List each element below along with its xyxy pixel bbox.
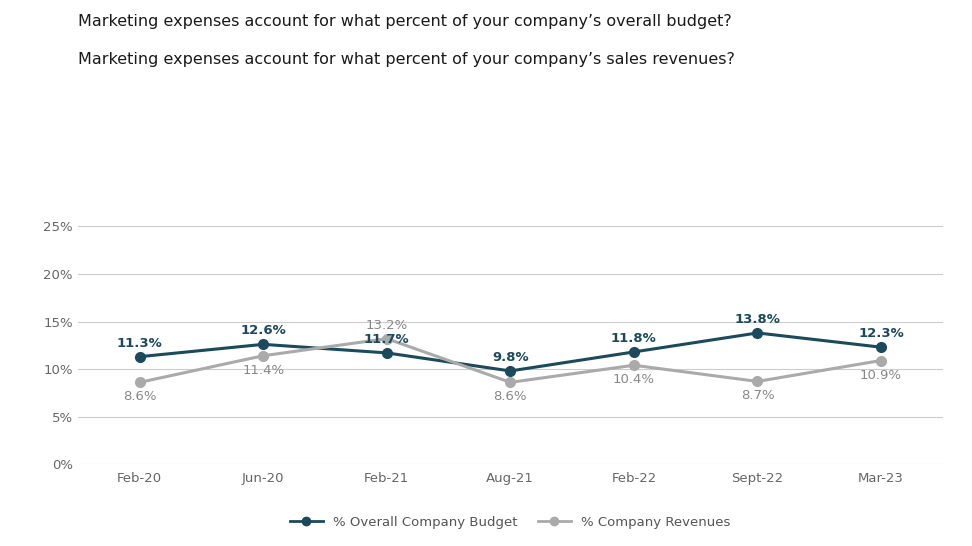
Text: 11.8%: 11.8%	[611, 332, 657, 345]
Text: 13.8%: 13.8%	[735, 313, 781, 326]
Text: 10.9%: 10.9%	[860, 369, 902, 382]
Text: 13.2%: 13.2%	[365, 318, 408, 331]
Text: 12.6%: 12.6%	[240, 324, 286, 337]
Text: 11.4%: 11.4%	[242, 364, 284, 377]
Text: Marketing expenses account for what percent of your company’s overall budget?: Marketing expenses account for what perc…	[78, 14, 732, 28]
Text: 8.7%: 8.7%	[741, 389, 775, 402]
Text: 8.6%: 8.6%	[122, 390, 156, 403]
Text: 11.7%: 11.7%	[364, 333, 409, 346]
Text: 11.3%: 11.3%	[117, 336, 162, 349]
Text: 8.6%: 8.6%	[494, 390, 527, 403]
Text: 10.4%: 10.4%	[613, 373, 655, 387]
Text: 9.8%: 9.8%	[492, 351, 529, 364]
Text: 12.3%: 12.3%	[858, 327, 904, 340]
Text: Marketing expenses account for what percent of your company’s sales revenues?: Marketing expenses account for what perc…	[78, 52, 735, 67]
Legend: % Overall Company Budget, % Company Revenues: % Overall Company Budget, % Company Reve…	[285, 511, 736, 535]
